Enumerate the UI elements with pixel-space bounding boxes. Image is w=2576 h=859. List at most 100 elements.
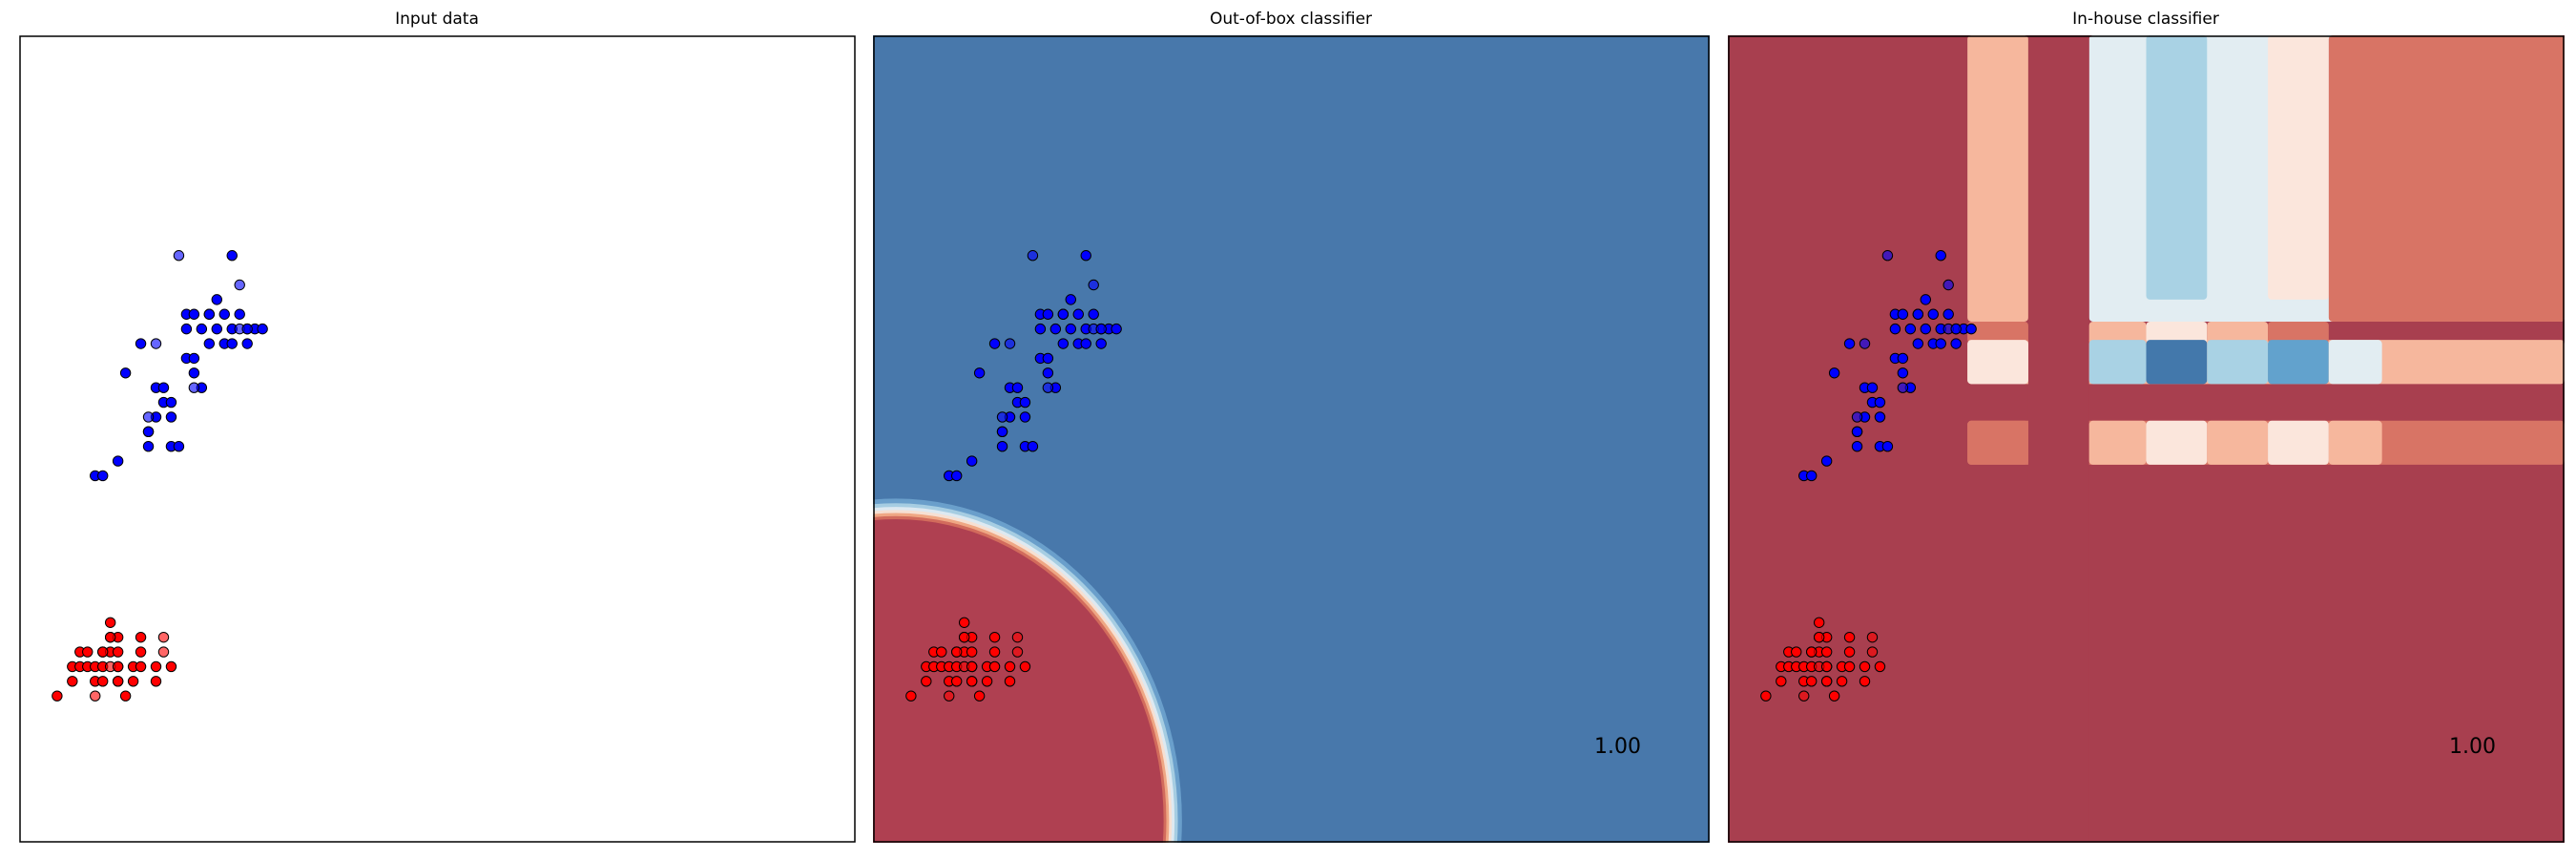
test-point-class-1 xyxy=(1897,382,1909,393)
train-point-class-1 xyxy=(1889,323,1901,335)
train-point-class-1 xyxy=(1027,440,1039,452)
train-point-class-0 xyxy=(1004,660,1016,673)
test-point-class-0 xyxy=(112,676,124,687)
train-point-class-1 xyxy=(1042,308,1054,320)
train-point-class-0 xyxy=(67,676,78,687)
train-point-class-1 xyxy=(1095,338,1107,349)
train-point-class-1 xyxy=(119,367,132,379)
train-point-class-1 xyxy=(1080,250,1091,262)
cell xyxy=(2088,321,2147,345)
train-point-class-1 xyxy=(188,308,200,320)
test-point-class-1 xyxy=(1095,323,1107,335)
train-point-class-0 xyxy=(973,690,986,702)
test-point-class-1 xyxy=(1851,426,1863,438)
train-point-class-1 xyxy=(1912,338,1924,349)
test-point-class-1 xyxy=(1912,308,1924,320)
train-point-class-1 xyxy=(1042,367,1054,379)
test-point-class-0 xyxy=(1806,646,1818,658)
train-point-class-1 xyxy=(218,308,230,320)
train-point-class-0 xyxy=(165,660,177,673)
train-point-class-1 xyxy=(1950,338,1962,349)
train-point-class-1 xyxy=(112,455,124,467)
in-house-classifier-plot: 1.00 xyxy=(1728,35,2565,843)
plot-frame xyxy=(1728,35,2565,843)
test-point-class-0 xyxy=(966,660,978,673)
train-point-class-0 xyxy=(958,617,970,628)
train-point-class-1 xyxy=(165,396,177,409)
train-point-class-1 xyxy=(1927,308,1939,320)
train-point-class-0 xyxy=(1004,676,1016,687)
train-point-class-0 xyxy=(921,676,932,687)
cell xyxy=(2207,420,2269,465)
train-point-class-1 xyxy=(188,352,200,365)
test-point-class-1 xyxy=(1088,279,1099,291)
cell-gap xyxy=(2027,35,2089,843)
test-point-class-1 xyxy=(142,411,155,423)
test-point-class-0 xyxy=(1011,631,1024,643)
train-point-class-0 xyxy=(981,676,993,687)
train-point-class-0 xyxy=(936,646,947,658)
train-point-class-0 xyxy=(135,646,147,658)
train-point-class-0 xyxy=(1791,646,1802,658)
train-point-class-1 xyxy=(1935,250,1946,262)
train-point-class-0 xyxy=(1806,676,1818,687)
accuracy-score: 1.00 xyxy=(2449,735,2496,759)
test-point-class-1 xyxy=(241,323,253,335)
cell xyxy=(1967,340,2028,385)
train-point-class-1 xyxy=(257,323,268,335)
train-point-class-1 xyxy=(1897,367,1909,379)
plot-frame xyxy=(873,35,1710,843)
test-point-class-0 xyxy=(1011,646,1024,658)
train-point-class-1 xyxy=(1866,382,1879,393)
train-point-class-0 xyxy=(966,646,978,658)
train-point-class-1 xyxy=(180,323,193,335)
cell xyxy=(2088,420,2147,465)
train-point-class-0 xyxy=(82,646,93,658)
out-of-box-classifier-plot: 1.00 xyxy=(873,35,1710,843)
test-point-class-1 xyxy=(150,338,162,349)
test-point-class-0 xyxy=(1798,690,1810,702)
test-point-class-1 xyxy=(1851,411,1863,423)
train-point-class-1 xyxy=(1942,308,1954,320)
train-point-class-1 xyxy=(1897,308,1909,320)
train-point-class-1 xyxy=(1851,440,1863,452)
test-point-class-0 xyxy=(1813,631,1825,643)
train-point-class-1 xyxy=(1920,294,1931,305)
train-point-class-1 xyxy=(165,411,177,423)
train-point-class-1 xyxy=(988,338,1001,349)
test-point-class-0 xyxy=(157,646,170,658)
train-point-class-0 xyxy=(150,660,162,673)
cell xyxy=(2268,420,2329,465)
train-point-class-0 xyxy=(1859,660,1871,673)
train-point-class-0 xyxy=(135,631,147,643)
train-point-class-1 xyxy=(1088,308,1099,320)
train-point-class-1 xyxy=(1904,323,1917,335)
test-point-class-0 xyxy=(157,631,170,643)
train-point-class-1 xyxy=(1111,323,1122,335)
classified-points xyxy=(1760,250,1977,702)
train-point-class-1 xyxy=(211,294,222,305)
test-point-class-1 xyxy=(203,308,216,320)
train-point-class-1 xyxy=(1965,323,1977,335)
test-point-class-1 xyxy=(1004,338,1016,349)
test-point-class-0 xyxy=(1820,676,1833,687)
train-point-class-1 xyxy=(1080,338,1091,349)
cell xyxy=(2328,340,2382,385)
cell xyxy=(2328,420,2382,465)
test-point-class-0 xyxy=(1866,646,1879,658)
train-point-class-1 xyxy=(951,470,963,482)
cell xyxy=(1967,321,2028,345)
test-point-class-0 xyxy=(1820,660,1833,673)
train-point-class-0 xyxy=(127,676,139,687)
train-point-class-0 xyxy=(1828,690,1840,702)
test-point-class-1 xyxy=(173,250,185,262)
input-data-points xyxy=(52,250,268,702)
train-point-class-1 xyxy=(188,367,200,379)
train-point-class-1 xyxy=(1065,294,1076,305)
train-point-class-1 xyxy=(996,440,1008,452)
train-point-class-0 xyxy=(1843,646,1856,658)
train-point-class-0 xyxy=(52,690,63,702)
train-point-class-0 xyxy=(112,646,124,658)
cell xyxy=(2146,340,2208,385)
train-point-class-0 xyxy=(951,676,963,687)
